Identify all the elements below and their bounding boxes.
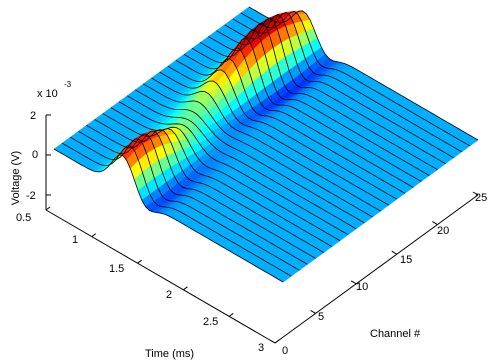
channel-trace-25	[248, 6, 479, 141]
channel-trace-10	[126, 95, 357, 230]
y-tick-label-20: 20	[437, 225, 449, 237]
y-tick-mark-25	[472, 191, 479, 196]
channel-trace-17	[183, 47, 414, 188]
x-tick-label-2.5: 2.5	[203, 316, 218, 328]
channel-trace-22	[224, 13, 454, 159]
channel-trace-14	[159, 71, 389, 206]
channel-trace-24	[240, 10, 471, 147]
channel-trace-9	[118, 101, 349, 236]
x-tick-mark-0.5	[45, 206, 51, 211]
x-tick-label-0.5: 0.5	[16, 212, 31, 224]
y-tick-mark-15	[391, 250, 398, 255]
channel-trace-18	[191, 37, 422, 182]
channel-trace-6	[94, 119, 324, 253]
channel-trace-12	[143, 83, 373, 218]
y-tick-mark-20	[432, 221, 438, 226]
y-tick-label-5: 5	[318, 311, 324, 323]
channel-lines-layer	[53, 6, 479, 283]
channel-trace-2	[62, 142, 292, 277]
x-tick-mark-1	[91, 233, 97, 238]
x-tick-label-1: 1	[72, 234, 78, 246]
z-tick-label-2: 2	[30, 110, 36, 122]
z-exponent-power: -3	[64, 80, 72, 89]
z-tick-label-neg2: -2	[26, 190, 36, 202]
channel-trace-23	[232, 11, 462, 153]
y-tick-label-25: 25	[475, 192, 487, 204]
x-axis-line	[45, 209, 276, 344]
channel-trace-3	[70, 136, 300, 271]
z-exponent-label: x 10	[37, 88, 58, 100]
channel-trace-13	[151, 77, 381, 212]
y-tick-label-10: 10	[356, 281, 368, 293]
channel-trace-4	[78, 130, 308, 265]
x-tick-label-3: 3	[258, 342, 264, 354]
channel-trace-15	[167, 65, 398, 200]
channel-trace-5	[86, 125, 316, 259]
y-tick-label-15: 15	[400, 254, 412, 266]
ticks-layer	[45, 114, 479, 344]
x-tick-mark-3	[274, 339, 280, 344]
z-tick-label-0: 0	[32, 149, 38, 161]
channel-trace-1	[53, 148, 284, 283]
channel-trace-7	[102, 113, 333, 247]
x-tick-label-2: 2	[166, 289, 172, 301]
x-tick-label-1.5: 1.5	[109, 263, 124, 275]
y-axis-label: Channel #	[370, 328, 421, 340]
y-axis-line	[274, 194, 479, 344]
y-tick-mark-10	[350, 280, 357, 285]
z-axis-label: Voltage (V)	[10, 151, 22, 205]
channel-trace-8	[110, 107, 341, 241]
axes-layer	[45, 115, 479, 344]
y-tick-mark-0	[269, 339, 276, 344]
y-tick-mark-5	[310, 309, 316, 314]
x-tick-mark-2.5	[228, 312, 234, 317]
channel-trace-16	[175, 58, 406, 194]
x-axis-label: Time (ms)	[145, 348, 194, 360]
y-tick-label-0: 0	[282, 345, 288, 357]
channel-trace-11	[135, 89, 365, 224]
x-tick-mark-2	[183, 286, 188, 291]
x-tick-mark-1.5	[137, 259, 142, 264]
